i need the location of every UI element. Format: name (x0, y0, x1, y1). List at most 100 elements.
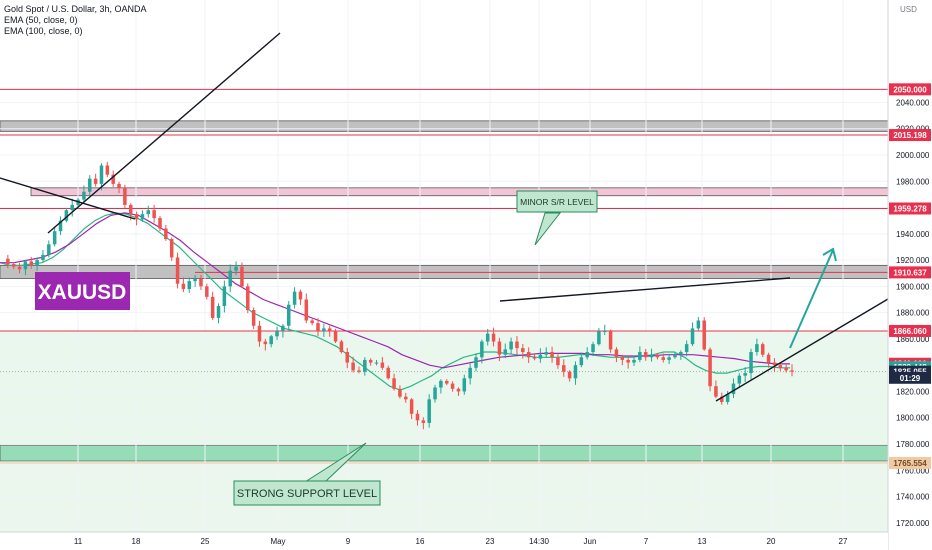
candle-body (585, 352, 589, 358)
candle-body (298, 291, 303, 300)
candle-body (269, 336, 273, 345)
candle-body (667, 357, 671, 360)
candle-body (158, 218, 162, 229)
x-axis-ticks: 11 18 25 May 9 16 23 14:30 Jun 7 13 20 27 (74, 537, 848, 546)
trendlines-layer (0, 32, 889, 402)
indicator-ema-50: EMA (50, close, 0) (4, 15, 78, 25)
candle-body (327, 328, 332, 332)
candle-body (521, 348, 525, 353)
candle-body (11, 264, 16, 267)
chart-legend: Gold Spot / U.S. Dollar, 3h, OANDA EMA (… (4, 4, 147, 37)
candle-body (88, 178, 92, 192)
candle-body (263, 341, 268, 345)
indicator-ema-100: EMA (100, close, 0) (4, 26, 83, 36)
candle-body (456, 388, 461, 392)
y-tick-label: 1900.000 (896, 282, 930, 291)
projection-arrowhead (822, 247, 837, 262)
candle-body (690, 328, 695, 345)
candle-body (708, 349, 712, 387)
candle-body (52, 231, 57, 245)
candle-body (655, 354, 660, 358)
candle-body (696, 320, 701, 329)
candle-body (29, 261, 34, 266)
x-tick-label: 13 (698, 537, 707, 546)
candle-body (731, 383, 736, 395)
candle-body (439, 380, 443, 388)
support-trendline (715, 298, 889, 402)
candle-body (70, 204, 74, 211)
candle-body (790, 370, 794, 372)
candle-body (427, 399, 431, 423)
candle-body (216, 306, 221, 318)
time-scale[interactable] (0, 532, 888, 550)
candle-body (714, 386, 718, 397)
candle-body (743, 373, 747, 376)
resistance-zone-2020 (0, 120, 889, 132)
candle-body (491, 333, 496, 342)
candle-body (462, 378, 467, 392)
x-tick-label: 20 (767, 537, 776, 546)
candle-body (222, 286, 227, 307)
candle-body (573, 365, 578, 379)
candle-body (620, 357, 625, 360)
candle-body (760, 344, 765, 355)
y-tick-label: 1860.000 (896, 335, 930, 344)
candle-body (444, 380, 449, 384)
symbol-badge (35, 272, 130, 310)
y-tick-label: 1720.000 (896, 519, 930, 528)
candle-body (193, 278, 197, 282)
candle-body (128, 204, 133, 215)
y-tick-label: 1980.000 (896, 177, 930, 186)
grid-layer (0, 0, 888, 532)
projection-arrow (789, 249, 834, 349)
y-tick-label: 2040.000 (896, 98, 930, 107)
candle-body (99, 165, 104, 184)
x-tick-label: May (270, 537, 285, 546)
price-label: 1910.637 (893, 268, 927, 277)
candle-body (684, 344, 689, 353)
candle-body (766, 354, 771, 363)
candle-body (386, 367, 390, 379)
candle-body (784, 367, 788, 371)
price-label-box (889, 371, 931, 384)
candle-body (146, 210, 151, 215)
chart-title: Gold Spot / U.S. Dollar, 3h, OANDA (4, 4, 147, 14)
candle-body (123, 187, 127, 205)
x-tick-label: 7 (644, 537, 649, 546)
x-tick-label: 11 (74, 537, 83, 546)
minor-level-label: MINOR S/R LEVEL (520, 197, 594, 207)
price-label: 01:29 (900, 374, 921, 383)
candle-body (93, 178, 98, 184)
candle-body (602, 331, 607, 333)
price-label-box (889, 266, 931, 279)
candle-body (421, 420, 426, 423)
candle-body (117, 183, 121, 188)
candle-body (105, 165, 110, 175)
candle-body (82, 191, 86, 200)
candle-body (234, 266, 238, 271)
candle-body (374, 362, 379, 364)
x-tick-label: Jun (584, 537, 597, 546)
candle-body (228, 270, 232, 287)
candle-body (649, 354, 654, 358)
candle-body (433, 387, 437, 400)
candle-body (702, 320, 706, 350)
candle-body (380, 362, 385, 368)
candle-body (643, 352, 648, 358)
candle-body (286, 304, 291, 326)
minor-level-callout-pointer (534, 212, 562, 246)
candle-body (550, 352, 554, 358)
candle-body (58, 220, 63, 232)
candle-body (187, 281, 192, 289)
y-tick-label: 1780.000 (896, 440, 930, 449)
candle-body (351, 362, 355, 371)
candle-body (345, 352, 350, 363)
candle-body (614, 349, 619, 358)
candle-body (152, 210, 156, 219)
candle-body (497, 341, 502, 355)
candle-body (310, 320, 314, 324)
price-labels: 2050.000 2015.198 1959.278 1910.637 1866.060… (889, 83, 931, 469)
price-label-box (889, 83, 931, 96)
candle-body (6, 258, 10, 265)
